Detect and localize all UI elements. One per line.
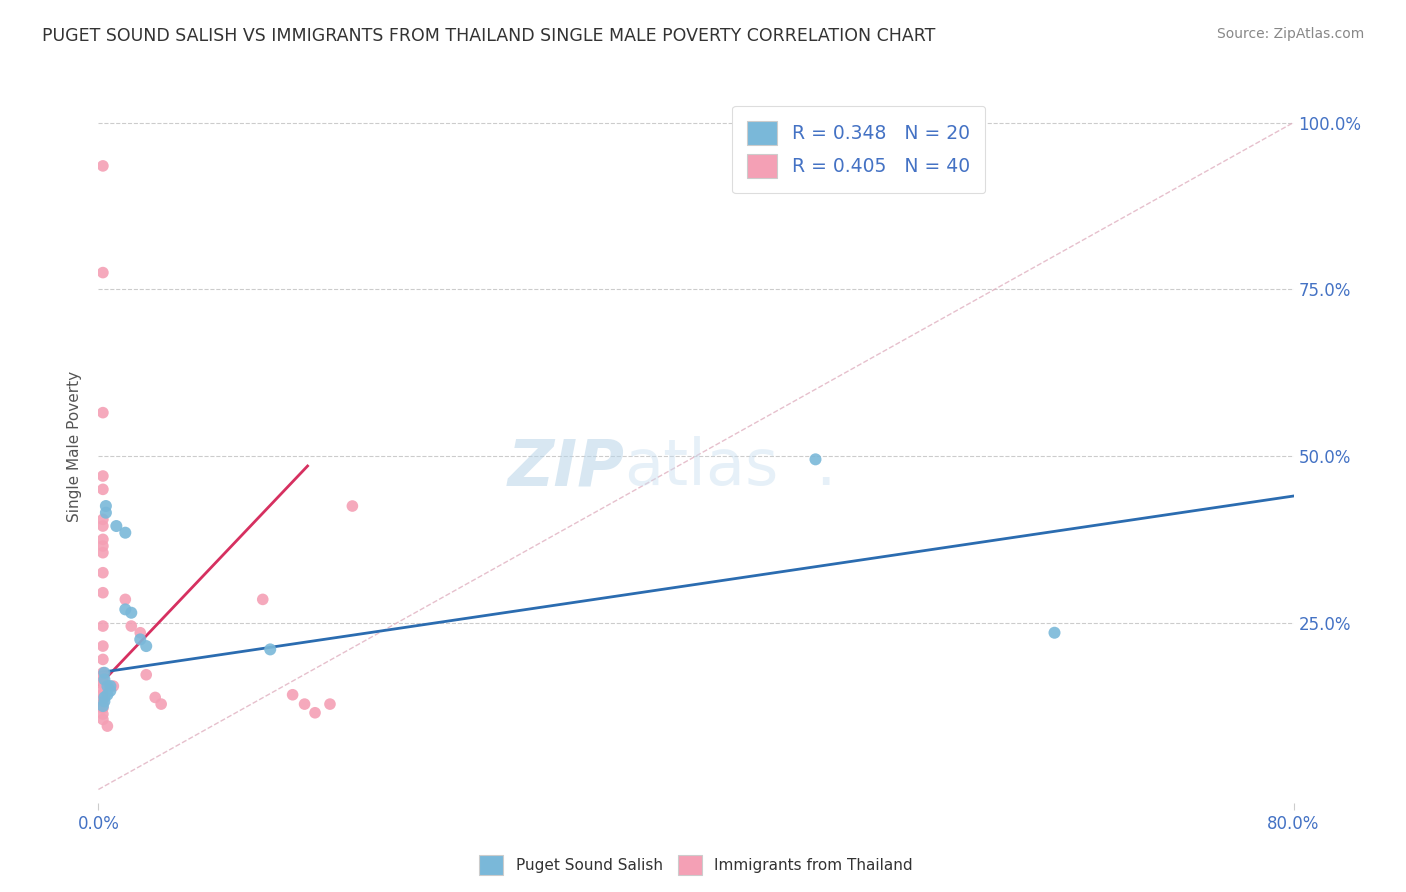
Point [91,677,114,691]
Point [91,619,114,633]
Point [91,701,114,715]
Point [129,632,152,647]
Point [93,690,115,705]
Point [100,683,122,698]
Point [103,679,125,693]
Point [93,694,115,708]
Point [91,566,114,580]
Point [114,602,136,616]
Point [91,682,114,697]
Point [120,619,142,633]
Legend: Puget Sound Salish, Immigrants from Thailand: Puget Sound Salish, Immigrants from Thai… [472,849,920,880]
Point [304,706,326,720]
Point [91,691,114,706]
Point [1043,625,1066,640]
Point [91,707,114,722]
Point [91,483,114,497]
Point [105,519,128,533]
Point [91,512,114,526]
Point [281,688,304,702]
Text: .: . [815,436,835,499]
Point [120,606,142,620]
Point [294,697,316,711]
Point [91,533,114,547]
Point [93,665,115,680]
Point [100,679,122,693]
Point [342,499,364,513]
Text: Source: ZipAtlas.com: Source: ZipAtlas.com [1216,27,1364,41]
Point [91,670,114,684]
Text: ZIP: ZIP [508,436,624,499]
Point [91,406,114,420]
Point [96,688,118,702]
Point [91,546,114,560]
Point [91,539,114,553]
Point [319,697,342,711]
Point [91,696,114,710]
Point [91,665,114,680]
Point [135,667,157,681]
Point [91,673,114,688]
Point [252,592,274,607]
Text: PUGET SOUND SALISH VS IMMIGRANTS FROM THAILAND SINGLE MALE POVERTY CORRELATION C: PUGET SOUND SALISH VS IMMIGRANTS FROM TH… [42,27,935,45]
Point [94,499,117,513]
Point [91,469,114,483]
Point [96,679,118,693]
Text: atlas: atlas [624,436,779,499]
Point [91,699,114,714]
Point [804,452,827,467]
Point [91,519,114,533]
Point [91,713,114,727]
Point [94,506,117,520]
Point [150,697,173,711]
Point [91,639,114,653]
Point [259,642,281,657]
Point [114,525,136,540]
Point [143,690,166,705]
Point [91,266,114,280]
Point [114,592,136,607]
Point [91,652,114,666]
Point [135,639,157,653]
Point [129,625,152,640]
Point [91,159,114,173]
Y-axis label: Single Male Poverty: Single Male Poverty [67,370,83,522]
Point [96,719,118,733]
Point [93,673,115,687]
Point [91,687,114,701]
Point [91,585,114,599]
